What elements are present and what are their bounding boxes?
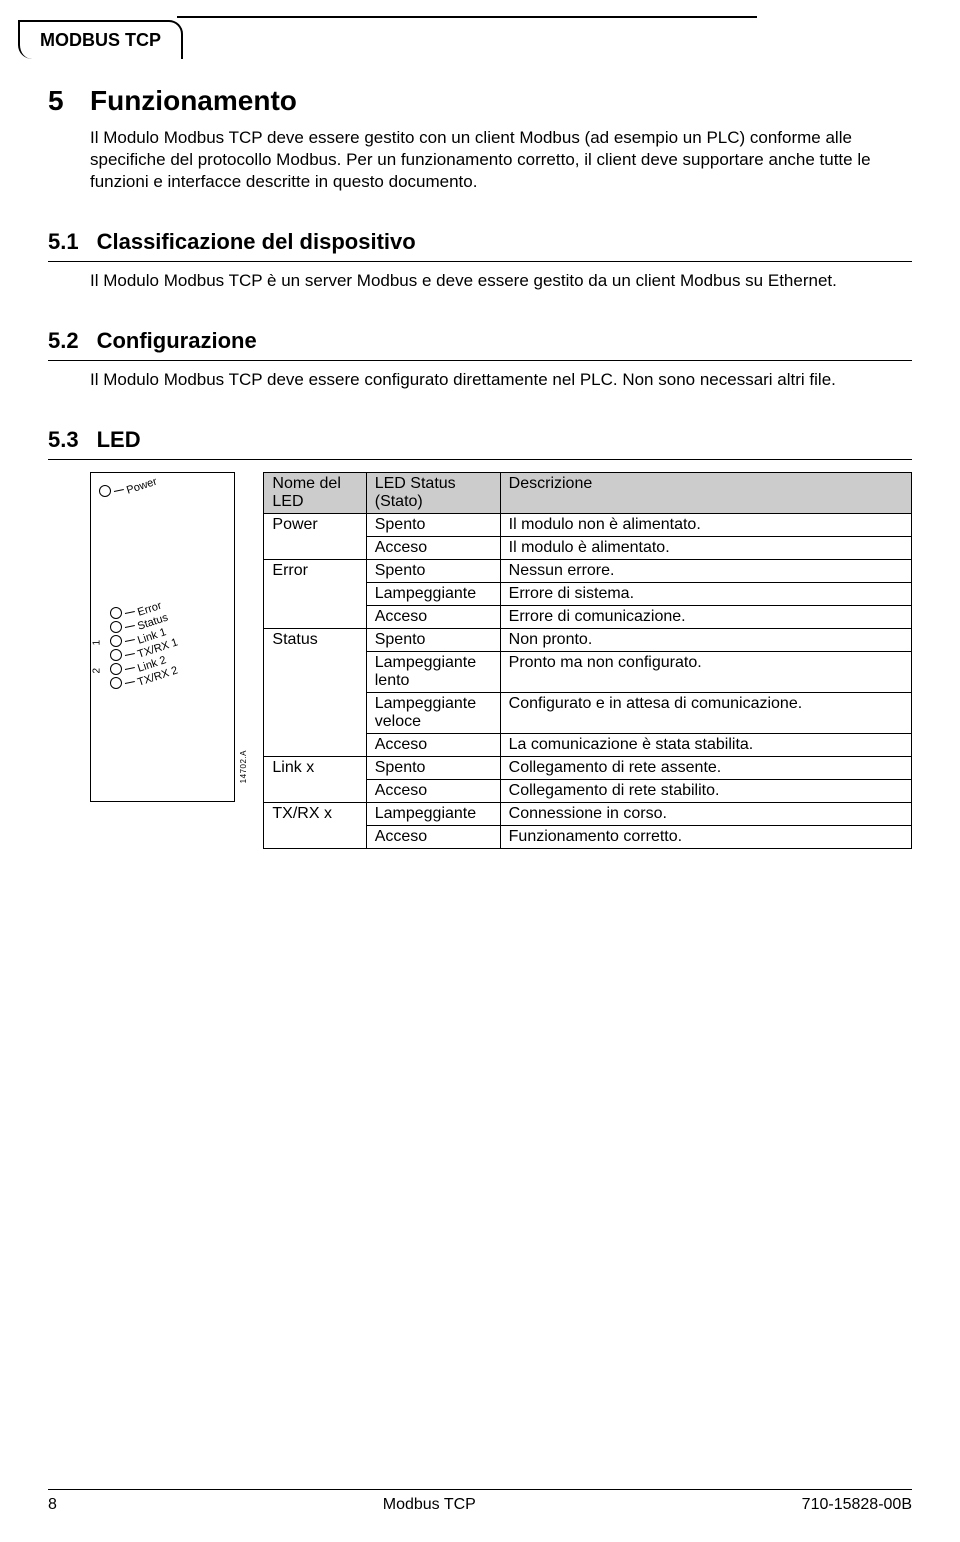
table-cell-description: Collegamento di rete stabilito. — [500, 780, 911, 803]
led-indicator-icon — [99, 485, 111, 497]
tab-header: MODBUS TCP — [18, 20, 183, 59]
led-indicator-icon — [110, 635, 122, 647]
led-indicator-icon — [110, 621, 122, 633]
section-number: 5.3 — [48, 427, 79, 453]
section-number: 5.2 — [48, 328, 79, 354]
tab-title: MODBUS TCP — [40, 30, 161, 50]
table-cell-status: Acceso — [366, 780, 500, 803]
table-cell-description: Configurato e in attesa di comunicazione… — [500, 693, 911, 734]
table-cell-status: Lampeggiante — [366, 803, 500, 826]
table-cell-status: Acceso — [366, 826, 500, 849]
connector-icon — [114, 489, 124, 493]
section-title: Classificazione del dispositivo — [97, 229, 416, 255]
table-header: LED Status (Stato) — [366, 473, 500, 514]
page-footer: 8 Modbus TCP 710-15828-00B — [48, 1489, 912, 1514]
footer-doc-number: 710-15828-00B — [802, 1496, 912, 1514]
led-status-table: Nome del LED LED Status (Stato) Descrizi… — [263, 472, 912, 849]
table-cell-status: Spento — [366, 629, 500, 652]
led-panel-diagram: Power Error Status 1 — [90, 472, 235, 802]
table-cell-name: Power — [264, 514, 366, 560]
section-number: 5.1 — [48, 229, 79, 255]
section-body: Il Modulo Modbus TCP è un server Modbus … — [90, 270, 912, 292]
table-cell-status: Spento — [366, 757, 500, 780]
table-cell-status: Spento — [366, 560, 500, 583]
connector-icon — [125, 681, 135, 685]
table-cell-name: Status — [264, 629, 366, 757]
table-row: StatusSpentoNon pronto. — [264, 629, 912, 652]
chapter-title: Funzionamento — [90, 85, 297, 117]
footer-rule — [48, 1489, 912, 1490]
table-row: Link xSpentoCollegamento di rete assente… — [264, 757, 912, 780]
table-cell-name: Link x — [264, 757, 366, 803]
table-cell-description: Funzionamento corretto. — [500, 826, 911, 849]
chapter-body: Il Modulo Modbus TCP deve essere gestito… — [90, 127, 912, 193]
led-indicator-icon — [110, 677, 122, 689]
section-rule — [48, 261, 912, 262]
table-cell-description: Non pronto. — [500, 629, 911, 652]
table-cell-description: Errore di sistema. — [500, 583, 911, 606]
table-cell-name: Error — [264, 560, 366, 629]
connector-icon — [125, 653, 135, 657]
section-body: Il Modulo Modbus TCP deve essere configu… — [90, 369, 912, 391]
footer-page-number: 8 — [48, 1496, 57, 1514]
led-label: Power — [125, 476, 158, 497]
table-cell-status: Spento — [366, 514, 500, 537]
table-cell-description: La comunicazione è stata stabilita. — [500, 734, 911, 757]
table-row: TX/RX xLampeggianteConnessione in corso. — [264, 803, 912, 826]
table-cell-name: TX/RX x — [264, 803, 366, 849]
table-cell-status: Acceso — [366, 537, 500, 560]
table-cell-description: Errore di comunicazione. — [500, 606, 911, 629]
led-indicator-icon — [110, 649, 122, 661]
led-indicator-icon — [110, 607, 122, 619]
table-cell-status: Lampeggiante veloce — [366, 693, 500, 734]
bracket-label: 2 — [92, 665, 103, 673]
section-title: LED — [97, 427, 141, 453]
connector-icon — [125, 611, 135, 615]
connector-icon — [125, 639, 135, 643]
table-cell-status: Acceso — [366, 734, 500, 757]
connector-icon — [125, 625, 135, 629]
table-cell-description: Nessun errore. — [500, 560, 911, 583]
table-cell-description: Connessione in corso. — [500, 803, 911, 826]
table-cell-description: Collegamento di rete assente. — [500, 757, 911, 780]
table-header: Descrizione — [500, 473, 911, 514]
table-cell-description: Il modulo è alimentato. — [500, 537, 911, 560]
table-row: PowerSpentoIl modulo non è alimentato. — [264, 514, 912, 537]
led-indicator-icon — [110, 663, 122, 675]
section-rule — [48, 360, 912, 361]
table-header: Nome del LED — [264, 473, 366, 514]
table-cell-status: Lampeggiante lento — [366, 652, 500, 693]
section-rule — [48, 459, 912, 460]
chapter-number: 5 — [48, 85, 72, 117]
table-cell-description: Il modulo non è alimentato. — [500, 514, 911, 537]
tab-rule — [177, 16, 757, 18]
table-cell-status: Lampeggiante — [366, 583, 500, 606]
diagram-reference: 14702.A — [239, 750, 248, 783]
connector-icon — [125, 667, 135, 671]
footer-title: Modbus TCP — [383, 1496, 476, 1514]
bracket-label: 1 — [92, 637, 103, 645]
table-cell-status: Acceso — [366, 606, 500, 629]
table-cell-description: Pronto ma non configurato. — [500, 652, 911, 693]
table-row: ErrorSpentoNessun errore. — [264, 560, 912, 583]
section-title: Configurazione — [97, 328, 257, 354]
